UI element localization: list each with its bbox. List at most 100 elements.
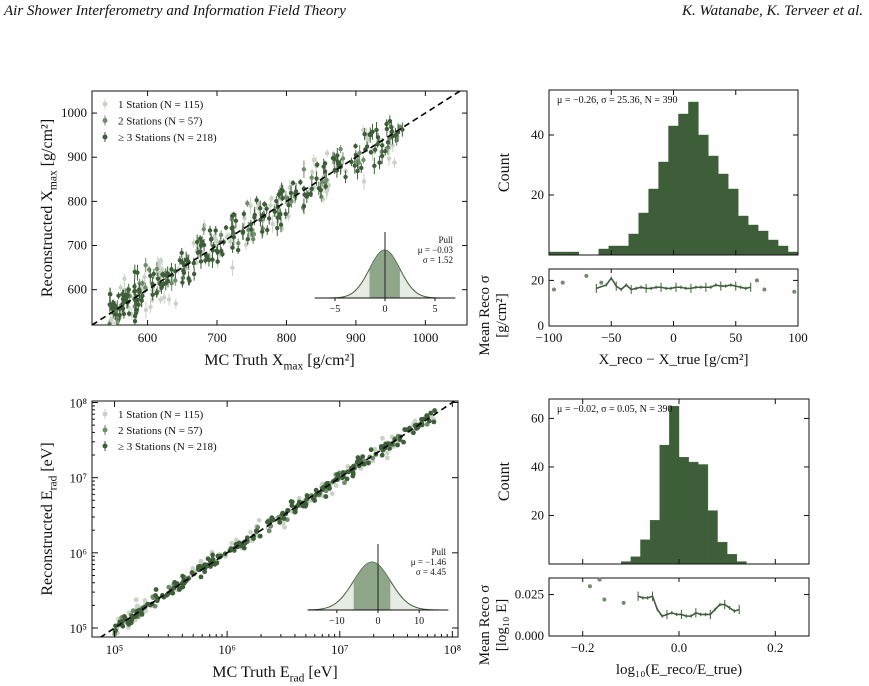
erad-point [344,476,350,482]
xmax-hist-resid-xlabel: X_reco − X_true [g/cm²] [599,352,749,368]
xmax-point [323,184,328,189]
xmax-point [289,199,294,204]
xmax-ytick-label: 900 [68,149,88,164]
xmax-hist-ytick-label: 40 [531,127,544,142]
xmax-point [370,129,375,135]
xmax-xlabel: MC Truth Xmax [g/cm²] [204,352,354,372]
xmax-point [163,280,169,286]
xmax-hist-resid-outlier [584,273,589,278]
xmax-point [113,312,118,317]
xmax-point [120,306,126,311]
xmax-point [108,292,113,297]
xmax-point [314,162,320,167]
xmax-point [353,143,358,149]
erad-hist-bar [688,461,699,565]
erad-point [402,427,408,432]
xmax-point [314,176,319,181]
xmax-point [379,143,385,148]
xmax-hist-resid-ylabel-unit: [g/cm²] [494,293,510,337]
xmax-point [148,304,153,310]
erad-point [257,533,263,539]
erad-point [397,437,403,443]
xmax-hist-resid-xtick-label: 0 [670,330,677,345]
erad-ylabel-text: Reconstructed Erad [eV] [39,442,59,595]
xmax-point [301,167,307,172]
xmax-point [207,228,213,233]
erad-hist-resid-outlier [597,577,602,582]
erad-xlabel-text: MC Truth Erad [eV] [212,664,337,684]
xmax-ylabel-text: Reconstructed Xmax [g/cm²] [39,119,59,297]
xmax-point [191,260,197,266]
xmax-point [343,174,348,180]
erad-point [198,558,204,564]
erad-point [327,486,332,491]
erad-point [329,491,335,496]
erad-point [265,519,270,525]
xmax-point [319,194,324,200]
erad-point [380,435,385,441]
xmax-point [359,165,364,171]
erad-point [256,517,262,523]
xmax-hist-resid-outlier [792,289,797,294]
xmax-point [377,160,382,165]
xmax-hist-resid-outlier [599,280,604,285]
erad-legend-label: 2 Stations (N = 57) [118,425,203,437]
xmax-point [122,276,127,281]
xmax-point [400,127,405,132]
xmax-hist-bar [777,245,789,256]
erad-diagonal [99,401,457,637]
xmax-point [349,159,354,165]
erad-point [189,570,195,575]
xmax-point [139,298,144,303]
xmax-point [140,280,145,286]
erad-point [210,552,215,558]
xmax-ytick-label: 800 [68,193,88,208]
xmax-point [248,227,254,232]
xmax-point [173,278,178,283]
xmax-point [213,228,218,233]
xmax-point [364,144,370,149]
xmax-point [330,155,336,161]
erad-pull-tick-label: 0 [376,616,381,627]
xmax-point [142,274,147,280]
erad-legend-marker [102,411,108,417]
xmax-point [265,227,270,233]
xmax-point [126,311,132,316]
xmax-pull-mu: μ = −0.03 [418,245,454,255]
xmax-point [212,234,217,239]
xmax-point [159,267,165,272]
xmax-legend-label: 2 Stations (N = 57) [118,116,203,128]
xmax-point [278,211,283,217]
xmax-point [335,153,340,158]
xmax-point [223,225,229,230]
xmax-point [120,292,125,297]
xmax-point [361,179,367,184]
xmax-hist-bar [608,245,619,256]
erad-hist-resid-xtick-label: 0.0 [671,640,687,655]
erad-hist-resid-outlier [602,597,607,602]
erad-point [251,536,256,541]
erad-point [296,495,302,501]
erad-point [112,628,118,634]
xmax-point [322,161,328,166]
xmax-point [392,160,397,165]
xmax-point [283,195,289,200]
xmax-xtick-label: 900 [346,330,366,345]
xmax-xtick-label: 700 [207,330,227,345]
xmax-point [235,247,241,253]
xmax-scatter-frame [91,90,468,326]
xmax-point [209,236,214,242]
xmax-point [276,192,281,197]
xmax-point [155,261,161,267]
erad-point [285,508,291,513]
erad-point [385,441,391,447]
erad-pull-mu: μ = −1.46 [411,557,447,567]
xmax-hist-bar [728,188,739,256]
xmax-point [264,206,269,211]
xmax-point [236,240,241,246]
xmax-point [148,273,153,278]
erad-point [412,418,418,424]
xmax-hist-bar [767,239,779,256]
erad-point [281,516,287,521]
